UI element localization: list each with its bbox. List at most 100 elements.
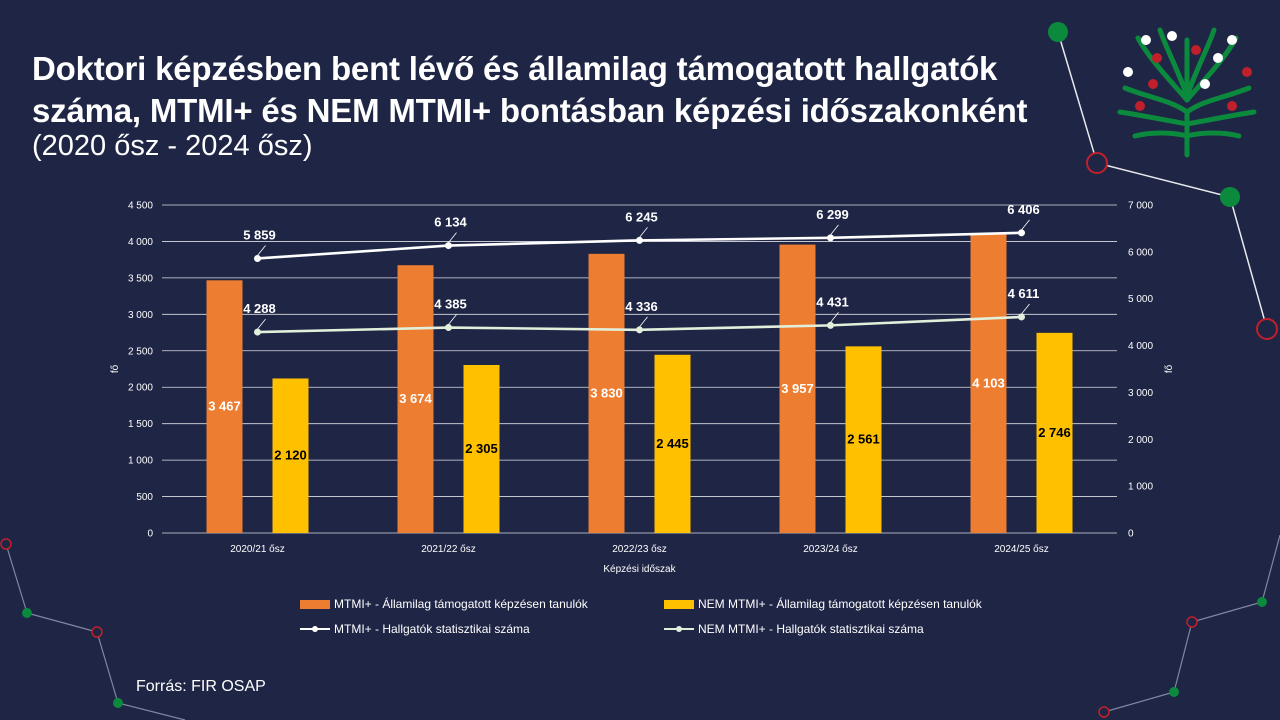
deco-node-green-icon	[1220, 187, 1240, 207]
bar-nem-mtmi	[463, 364, 500, 533]
label-leader	[1021, 219, 1030, 231]
page-subtitle: (2020 ősz - 2024 ősz)	[32, 130, 313, 162]
legend-item-nem-mtmi-line: NEM MTMI+ - Hallgatók statisztikai száma	[664, 621, 1020, 637]
label-leader	[830, 312, 839, 323]
legend-label: MTMI+ - Hallgatók statisztikai száma	[334, 622, 530, 636]
x-tick-label: 2020/21 ősz	[230, 544, 285, 555]
line-mtmi-statistical	[257, 231, 1022, 260]
bar-nem-mtmi	[654, 354, 691, 533]
legend-item-nem-mtmi-bar: NEM MTMI+ - Államilag támogatott képzése…	[664, 596, 1020, 612]
line-data-label: 6 406	[1007, 202, 1040, 217]
legend-item-mtmi-line: MTMI+ - Hallgatók statisztikai száma	[300, 621, 664, 637]
bar-data-label: 2 561	[847, 432, 880, 447]
x-axis-title: Képzési időszak	[603, 564, 676, 575]
label-leader	[257, 245, 266, 256]
label-leader	[448, 232, 457, 243]
y-tick-label: 1 000	[128, 456, 153, 467]
label-leader	[639, 227, 648, 238]
line-data-label: 4 431	[816, 294, 849, 309]
bar-data-label: 2 120	[274, 448, 307, 463]
bar-data-label: 4 103	[972, 375, 1005, 390]
bar-data-label: 3 957	[781, 381, 814, 396]
y-tick-label: 3 500	[128, 273, 153, 284]
line-point	[445, 242, 452, 250]
y-tick-label: 4 500	[128, 201, 153, 212]
y2-tick-label: 4 000	[1128, 341, 1153, 352]
x-tick-label: 2024/25 ősz	[994, 544, 1049, 555]
y2-tick-label: 5 000	[1128, 294, 1153, 305]
x-tick-label: 2021/22 ősz	[421, 544, 476, 555]
bar-nem-mtmi	[272, 378, 309, 533]
legend-label: MTMI+ - Államilag támogatott képzésen ta…	[334, 597, 588, 611]
legend-line-key	[664, 624, 694, 634]
bar-data-label: 2 445	[656, 436, 689, 451]
y-axis-title: fő	[110, 364, 121, 373]
line-data-label: 6 299	[816, 207, 849, 222]
line-data-label: 5 859	[243, 227, 276, 242]
line-point	[827, 234, 834, 242]
legend-swatch	[300, 599, 330, 609]
bar-data-label: 2 746	[1038, 425, 1071, 440]
tree-logo-icon	[1117, 27, 1257, 158]
chart-legend: MTMI+ - Államilag támogatott képzésen ta…	[300, 596, 1020, 637]
y-tick-label: 0	[147, 529, 153, 540]
legend-item-mtmi-bar: MTMI+ - Államilag támogatott képzésen ta…	[300, 596, 664, 612]
line-data-label: 6 134	[434, 215, 467, 230]
line-data-label: 6 245	[625, 209, 658, 224]
y-tick-label: 2 000	[128, 383, 153, 394]
bar-mtmi	[588, 253, 625, 533]
label-leader	[1021, 303, 1030, 315]
bar-mtmi	[206, 280, 243, 533]
page-title: Doktori képzésben bent lévő és államilag…	[32, 50, 1028, 129]
y-tick-label: 4 000	[128, 237, 153, 248]
bar-mtmi	[970, 233, 1007, 533]
y2-tick-label: 6 000	[1128, 247, 1153, 258]
deco-node-green-icon	[1048, 22, 1068, 42]
line-data-label: 4 336	[625, 299, 658, 314]
line-point	[445, 324, 452, 332]
line-data-label: 4 288	[243, 301, 276, 316]
y-tick-label: 500	[136, 492, 153, 503]
legend-label: NEM MTMI+ - Államilag támogatott képzése…	[698, 597, 982, 611]
bar-mtmi	[779, 244, 816, 533]
x-tick-label: 2023/24 ősz	[803, 544, 858, 555]
bar-nem-mtmi	[845, 346, 882, 533]
legend-swatch	[664, 599, 694, 609]
legend-label: NEM MTMI+ - Hallgatók statisztikai száma	[698, 622, 924, 636]
bar-data-label: 3 467	[208, 399, 241, 414]
line-point	[1018, 313, 1025, 321]
source-note: Forrás: FIR OSAP	[136, 678, 266, 695]
label-leader	[830, 224, 839, 236]
y-tick-label: 1 500	[128, 419, 153, 430]
y2-tick-label: 0	[1128, 529, 1134, 540]
y2-tick-label: 7 000	[1128, 201, 1153, 212]
x-tick-label: 2022/23 ősz	[612, 544, 667, 555]
line-point	[1018, 229, 1025, 237]
deco-node-red-icon	[1256, 318, 1278, 340]
line-point	[254, 254, 261, 262]
y2-axis-title: fő	[1164, 364, 1175, 373]
y-tick-label: 3 000	[128, 310, 153, 321]
bar-data-label: 3 830	[590, 385, 623, 400]
bar-nem-mtmi	[1036, 332, 1073, 533]
legend-line-key	[300, 624, 330, 634]
line-point	[254, 328, 261, 336]
line-point	[827, 321, 834, 329]
y-tick-label: 2 500	[128, 346, 153, 357]
label-leader	[448, 314, 457, 325]
line-point	[636, 326, 643, 334]
y2-tick-label: 3 000	[1128, 388, 1153, 399]
y2-tick-label: 1 000	[1128, 482, 1153, 493]
line-point	[636, 236, 643, 244]
line-data-label: 4 385	[434, 297, 467, 312]
bar-data-label: 2 305	[465, 441, 498, 456]
line-data-label: 4 611	[1008, 286, 1040, 301]
label-leader	[257, 318, 266, 330]
deco-node-red-icon	[1086, 152, 1108, 174]
y2-tick-label: 2 000	[1128, 435, 1153, 446]
bar-mtmi	[397, 265, 434, 533]
label-leader	[639, 316, 648, 328]
bar-data-label: 3 674	[399, 391, 432, 406]
